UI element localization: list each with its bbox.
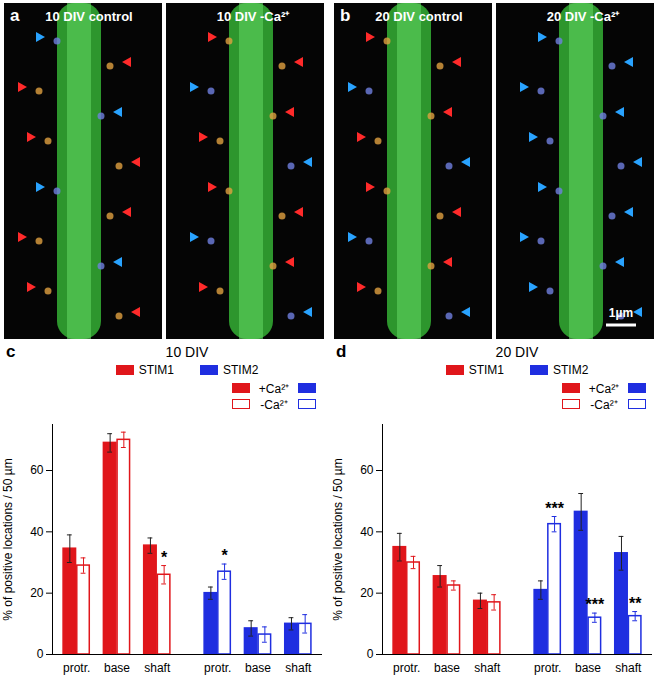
- svg-text:% of positive locations / 50 µ: % of positive locations / 50 µm: [1, 458, 15, 620]
- html-text:c: c: [6, 342, 16, 361]
- svg-text:shaft: shaft: [474, 661, 501, 675]
- svg-text:***: ***: [545, 500, 564, 517]
- svg-text:base: base: [104, 661, 130, 675]
- svg-text:60: 60: [30, 463, 44, 477]
- html-text:STIM2: STIM2: [553, 363, 589, 377]
- svg-text:base: base: [434, 661, 460, 675]
- svg-text:20 DIV control: 20 DIV control: [375, 9, 462, 24]
- svg-text:20: 20: [360, 586, 374, 600]
- svg-text:40: 40: [360, 525, 374, 539]
- svg-text:a: a: [10, 6, 20, 25]
- svg-text:0: 0: [367, 647, 374, 661]
- svg-text:shaft: shaft: [144, 661, 171, 675]
- svg-text:***: ***: [586, 596, 605, 613]
- svg-text:**: **: [629, 595, 642, 612]
- svg-text:20 DIV -Ca²⁺: 20 DIV -Ca²⁺: [547, 9, 621, 24]
- svg-text:protr.: protr.: [63, 661, 90, 675]
- html-text:20 DIV: 20 DIV: [495, 344, 539, 360]
- html-text:-Ca²⁺: -Ca²⁺: [590, 397, 618, 412]
- svg-text:base: base: [575, 661, 601, 675]
- html-text:STIM1: STIM1: [468, 363, 504, 377]
- svg-text:60: 60: [360, 463, 374, 477]
- svg-text:protr.: protr.: [534, 661, 561, 675]
- svg-text:0: 0: [37, 647, 44, 661]
- svg-text:b: b: [340, 6, 350, 25]
- svg-text:10 DIV control: 10 DIV control: [45, 9, 132, 24]
- svg-text:20: 20: [30, 586, 44, 600]
- svg-text:10 DIV -Ca²⁺: 10 DIV -Ca²⁺: [217, 9, 291, 24]
- svg-text:% of positive locations / 50 µ: % of positive locations / 50 µm: [331, 458, 345, 620]
- html-text:d: d: [336, 342, 347, 361]
- svg-text:protr.: protr.: [393, 661, 420, 675]
- html-text:STIM1: STIM1: [138, 363, 174, 377]
- svg-text:protr.: protr.: [204, 661, 231, 675]
- html-text:10 DIV: 10 DIV: [165, 344, 209, 360]
- svg-text:shaft: shaft: [615, 661, 642, 675]
- html-text:-Ca²⁺: -Ca²⁺: [260, 397, 288, 412]
- svg-text:*: *: [161, 549, 168, 566]
- html-text:+Ca²⁺: +Ca²⁺: [258, 381, 290, 396]
- svg-text:shaft: shaft: [285, 661, 312, 675]
- html-text:STIM2: STIM2: [223, 363, 259, 377]
- svg-text:*: *: [221, 547, 228, 564]
- svg-text:base: base: [245, 661, 271, 675]
- svg-text:40: 40: [30, 525, 44, 539]
- svg-text:1µm: 1µm: [609, 306, 633, 320]
- html-text:+Ca²⁺: +Ca²⁺: [588, 381, 620, 396]
